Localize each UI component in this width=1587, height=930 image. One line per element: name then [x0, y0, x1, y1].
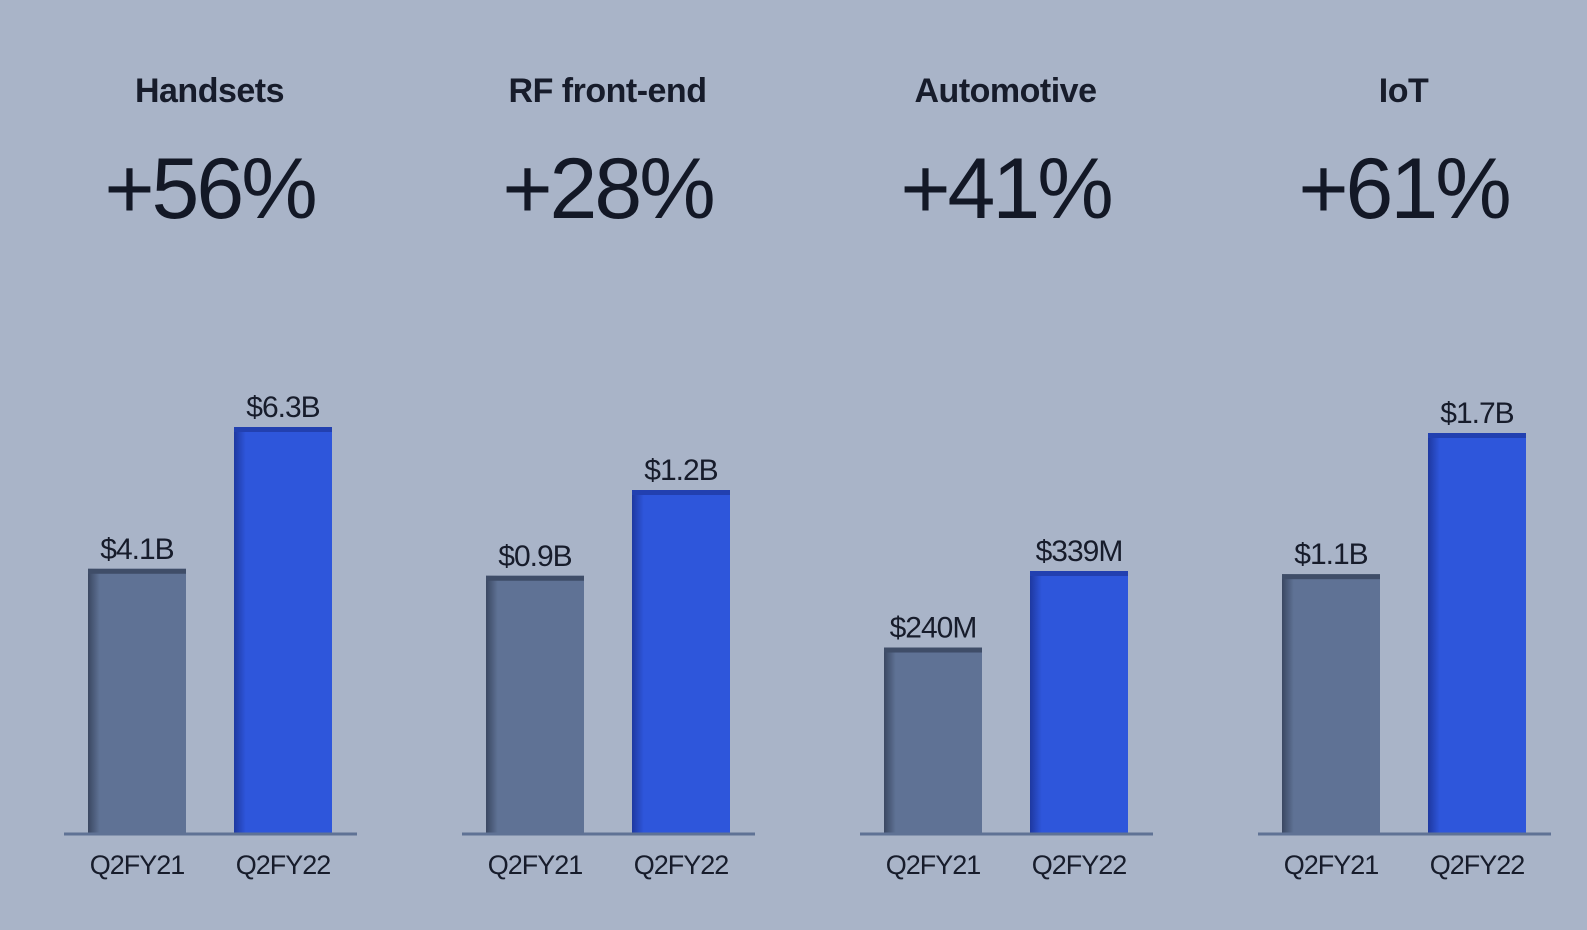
- bar-top-edge: [632, 490, 730, 495]
- panel-title: IoT: [1378, 72, 1429, 110]
- growth-percent: +28%: [502, 141, 715, 237]
- category-label: Q2FY21: [1284, 850, 1379, 880]
- category-label: Q2FY21: [488, 850, 583, 880]
- bar-top-edge: [234, 427, 332, 432]
- chart-panel-3: Automotive +41% $240M Q2FY21 $339M Q2FY22: [858, 0, 1153, 930]
- category-label: Q2FY22: [1430, 850, 1525, 880]
- panel-title: RF front-end: [508, 72, 707, 110]
- bar-chart-svg: $0.9B Q2FY21 $1.2B Q2FY22: [462, 454, 755, 880]
- bar-top-edge: [486, 575, 584, 581]
- bar-top-edge: [88, 568, 186, 574]
- panel-title: Handsets: [134, 72, 285, 110]
- bar-top-edge: [1282, 574, 1380, 580]
- bar-q2fy22: [1030, 571, 1128, 833]
- value-label: $0.9B: [498, 540, 571, 573]
- category-label: Q2FY22: [634, 850, 729, 880]
- chart-panel-1: Handsets +56% $4.1B Q2FY21 $6.3B Q2FY22: [62, 0, 357, 930]
- growth-percent: +56%: [104, 141, 317, 237]
- panel-title: Automotive: [914, 72, 1098, 110]
- bar-chart-svg: $240M Q2FY21 $339M Q2FY22: [860, 535, 1153, 880]
- category-label: Q2FY21: [886, 850, 981, 880]
- value-label: $339M: [1036, 535, 1123, 568]
- category-label: Q2FY21: [90, 850, 185, 880]
- bar-q2fy22: [234, 427, 332, 833]
- bar-q2fy22: [1428, 433, 1526, 833]
- value-label: $1.7B: [1440, 397, 1513, 430]
- value-label: $4.1B: [100, 533, 173, 566]
- bar-chart-svg: $4.1B Q2FY21 $6.3B Q2FY22: [64, 391, 357, 880]
- growth-percent: +61%: [1298, 141, 1511, 237]
- bar-q2fy21: [88, 568, 186, 833]
- bar-top-edge: [1030, 571, 1128, 576]
- bar-top-edge: [884, 647, 982, 653]
- value-label: $6.3B: [246, 391, 319, 424]
- growth-percent: +41%: [900, 141, 1113, 237]
- category-label: Q2FY22: [236, 850, 331, 880]
- value-label: $1.1B: [1294, 538, 1367, 571]
- bar-q2fy21: [486, 575, 584, 833]
- bar-q2fy21: [1282, 574, 1380, 833]
- bar-q2fy22: [632, 490, 730, 833]
- chart-panel-2: RF front-end +28% $0.9B Q2FY21 $1.2B Q2FY22: [460, 0, 755, 930]
- bar-top-edge: [1428, 433, 1526, 438]
- value-label: $240M: [890, 612, 977, 645]
- category-label: Q2FY22: [1032, 850, 1127, 880]
- bar-q2fy21: [884, 647, 982, 833]
- bar-chart-svg: $1.1B Q2FY21 $1.7B Q2FY22: [1258, 397, 1551, 880]
- value-label: $1.2B: [644, 454, 717, 487]
- chart-panel-4: IoT +61% $1.1B Q2FY21 $1.7B Q2FY22: [1256, 0, 1551, 930]
